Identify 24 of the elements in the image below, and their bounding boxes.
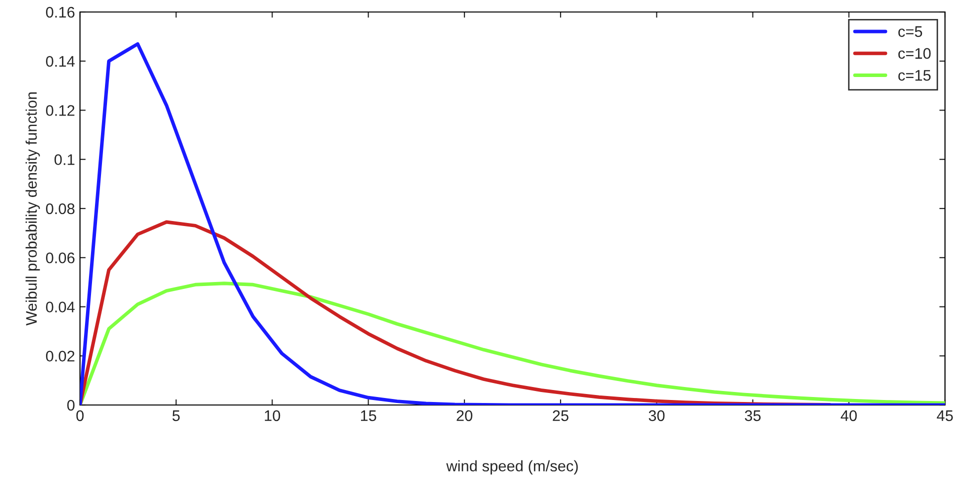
x-tick-label: 10 bbox=[264, 410, 280, 422]
y-tick-label: 0.1 bbox=[54, 154, 74, 166]
x-tick-label: 5 bbox=[172, 410, 180, 422]
y-tick-label: 0.12 bbox=[46, 105, 74, 116]
x-tick-label: 40 bbox=[840, 410, 857, 422]
y-tick-label: 0.06 bbox=[46, 252, 74, 264]
y-axis-title: Weibull probability density function bbox=[26, 92, 40, 326]
x-axis-title: wind speed (m/sec) bbox=[446, 460, 578, 474]
x-tick-label: 35 bbox=[744, 410, 761, 422]
legend-label: c=5 bbox=[898, 26, 922, 37]
x-tick-label: 15 bbox=[361, 410, 376, 422]
y-tick-label: 0.16 bbox=[46, 6, 74, 18]
x-tick-label: 30 bbox=[648, 410, 665, 422]
y-tick-label: 0.02 bbox=[46, 350, 74, 362]
x-tick-label: 0 bbox=[76, 410, 84, 422]
legend-label: c=10 bbox=[898, 48, 931, 59]
legend-label: c=15 bbox=[898, 70, 931, 81]
x-tick-label: 25 bbox=[552, 410, 568, 422]
y-tick-label: 0.14 bbox=[46, 56, 75, 67]
y-tick-label: 0.08 bbox=[46, 203, 74, 214]
x-tick-label: 45 bbox=[936, 410, 953, 422]
y-tick-label: 0.04 bbox=[46, 302, 75, 312]
y-tick-label: 0 bbox=[67, 400, 75, 411]
x-tick-label: 20 bbox=[456, 410, 472, 422]
